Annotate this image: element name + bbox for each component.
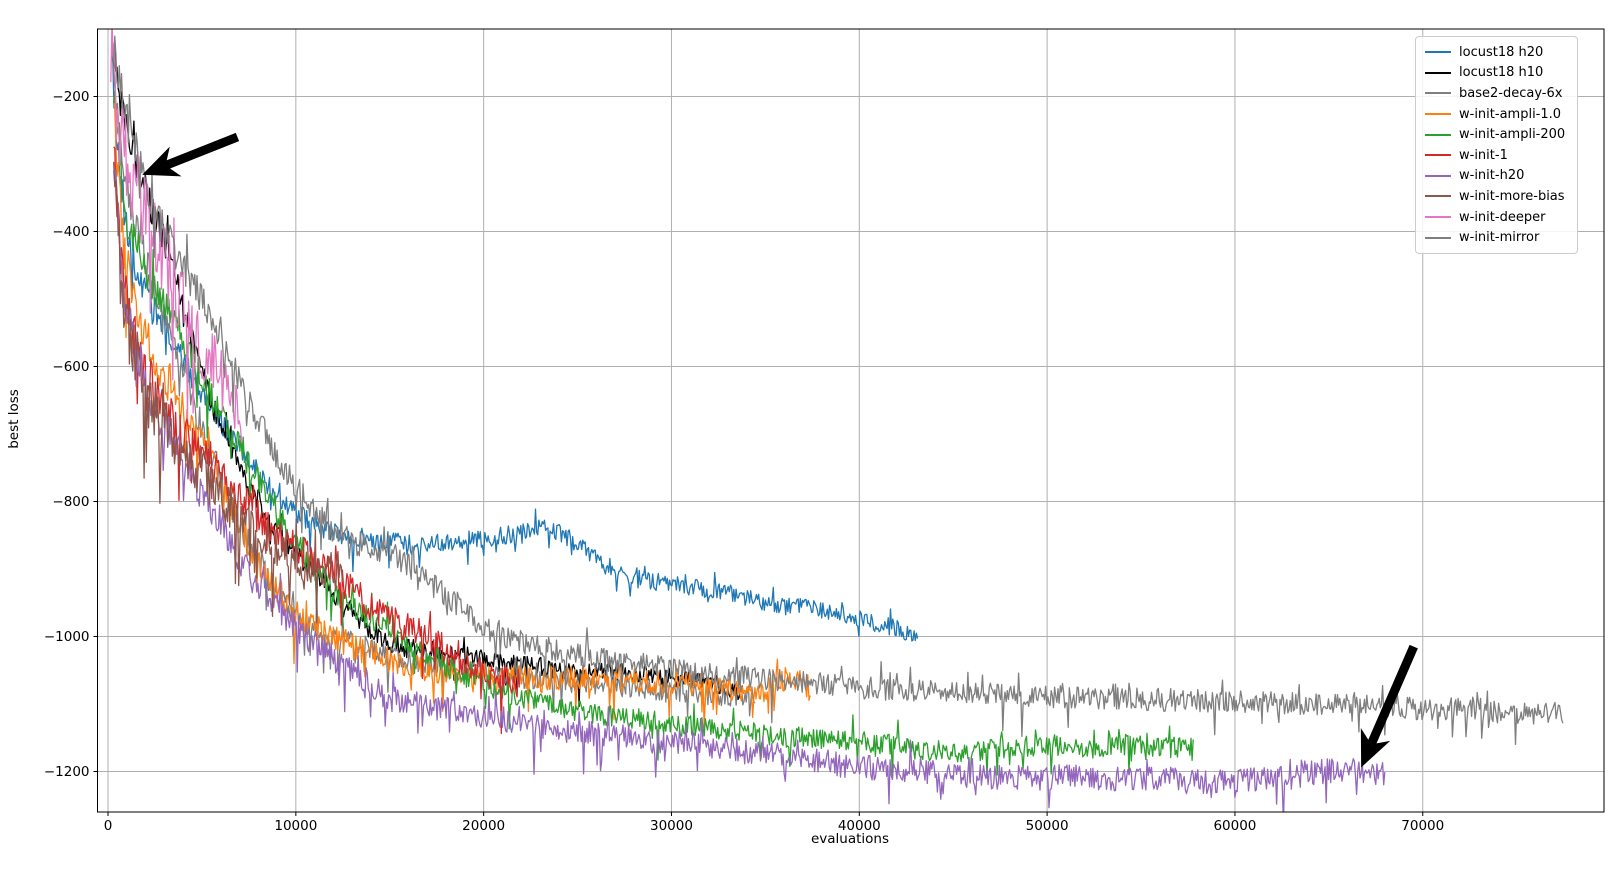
legend-item: w-init-ampli-1.0	[1425, 104, 1569, 125]
y-tick-label: −200	[52, 89, 89, 105]
legend-line-sample	[1425, 236, 1451, 239]
legend-item: w-init-mirror	[1425, 227, 1569, 248]
legend-item: w-init-deeper	[1425, 207, 1569, 228]
series-line-locust18-h20	[111, 55, 919, 642]
legend-item-label: w-init-deeper	[1459, 209, 1546, 225]
arrow-shaft	[1367, 644, 1418, 747]
plot-border	[97, 28, 1605, 813]
series-line-w-init-more-bias	[113, 161, 344, 624]
x-axis-label: evaluations	[810, 831, 890, 847]
y-tick-label: −400	[52, 224, 89, 240]
legend-item-label: base2-decay-6x	[1459, 85, 1563, 101]
legend-item-label: w-init-h20	[1459, 168, 1525, 184]
legend-line-sample	[1425, 195, 1451, 198]
y-tick-label: −600	[52, 359, 89, 375]
annotation-arrow	[142, 132, 240, 177]
arrow-head	[142, 146, 182, 177]
legend-item-label: locust18 h20	[1459, 44, 1544, 60]
legend-item: w-init-h20	[1425, 166, 1569, 187]
legend-item: w-init-more-bias	[1425, 186, 1569, 207]
legend-item: locust18 h20	[1425, 42, 1569, 63]
legend-line-sample	[1425, 51, 1451, 54]
x-tick-label: 20000	[462, 818, 505, 834]
y-axis-label: best loss	[6, 389, 22, 449]
legend-line-sample	[1425, 113, 1451, 116]
legend-line-sample	[1425, 154, 1451, 157]
annotation-arrow	[1360, 644, 1418, 768]
x-tick-label: 30000	[650, 818, 693, 834]
legend-item: w-init-ampli-200	[1425, 124, 1569, 145]
series-line-w-init-deeper	[110, 29, 244, 443]
legend-item: locust18 h10	[1425, 63, 1569, 84]
legend-item-label: locust18 h10	[1459, 65, 1544, 81]
arrow-head	[1360, 728, 1391, 768]
legend-line-sample	[1425, 71, 1451, 74]
series-group	[110, 29, 1564, 812]
axes-ticks: 0 10000 20000 30000 40000 50000 60000 70000 −200…	[44, 89, 1444, 834]
y-tick-label: −1200	[44, 764, 90, 780]
legend-item-label: w-init-more-bias	[1459, 188, 1565, 204]
legend-item: base2-decay-6x	[1425, 83, 1569, 104]
x-tick-label: 70000	[1401, 818, 1444, 834]
arrow-shaft	[163, 132, 240, 170]
legend-line-sample	[1425, 216, 1451, 219]
x-tick-label: 40000	[838, 818, 881, 834]
legend-item-label: w-init-ampli-1.0	[1459, 106, 1562, 122]
x-tick-label: 60000	[1213, 818, 1256, 834]
legend-item-label: w-init-mirror	[1459, 230, 1540, 246]
legend-item-label: w-init-ampli-200	[1459, 127, 1566, 143]
series-line-w-init-h20	[113, 169, 1386, 812]
legend-line-sample	[1425, 92, 1451, 95]
x-tick-label: 0	[104, 818, 113, 834]
y-tick-label: −800	[52, 494, 89, 510]
x-tick-label: 50000	[1026, 818, 1069, 834]
legend-item: w-init-1	[1425, 145, 1569, 166]
x-tick-label: 10000	[274, 818, 317, 834]
y-tick-label: −1000	[44, 629, 90, 645]
legend-line-sample	[1425, 174, 1451, 177]
series-line-w-init-mirror	[113, 35, 1564, 745]
legend: locust18 h20 locust18 h10 base2-decay-6x w-…	[1415, 36, 1578, 254]
legend-item-label: w-init-1	[1459, 147, 1508, 163]
legend-line-sample	[1425, 133, 1451, 136]
